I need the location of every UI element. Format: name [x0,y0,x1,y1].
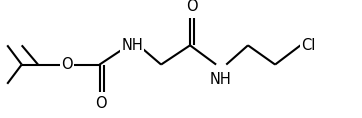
Text: O: O [96,96,107,111]
Text: O: O [186,0,198,14]
Text: NH: NH [121,38,143,53]
Text: O: O [61,57,73,72]
Text: Cl: Cl [301,38,316,53]
Text: NH: NH [210,72,232,87]
